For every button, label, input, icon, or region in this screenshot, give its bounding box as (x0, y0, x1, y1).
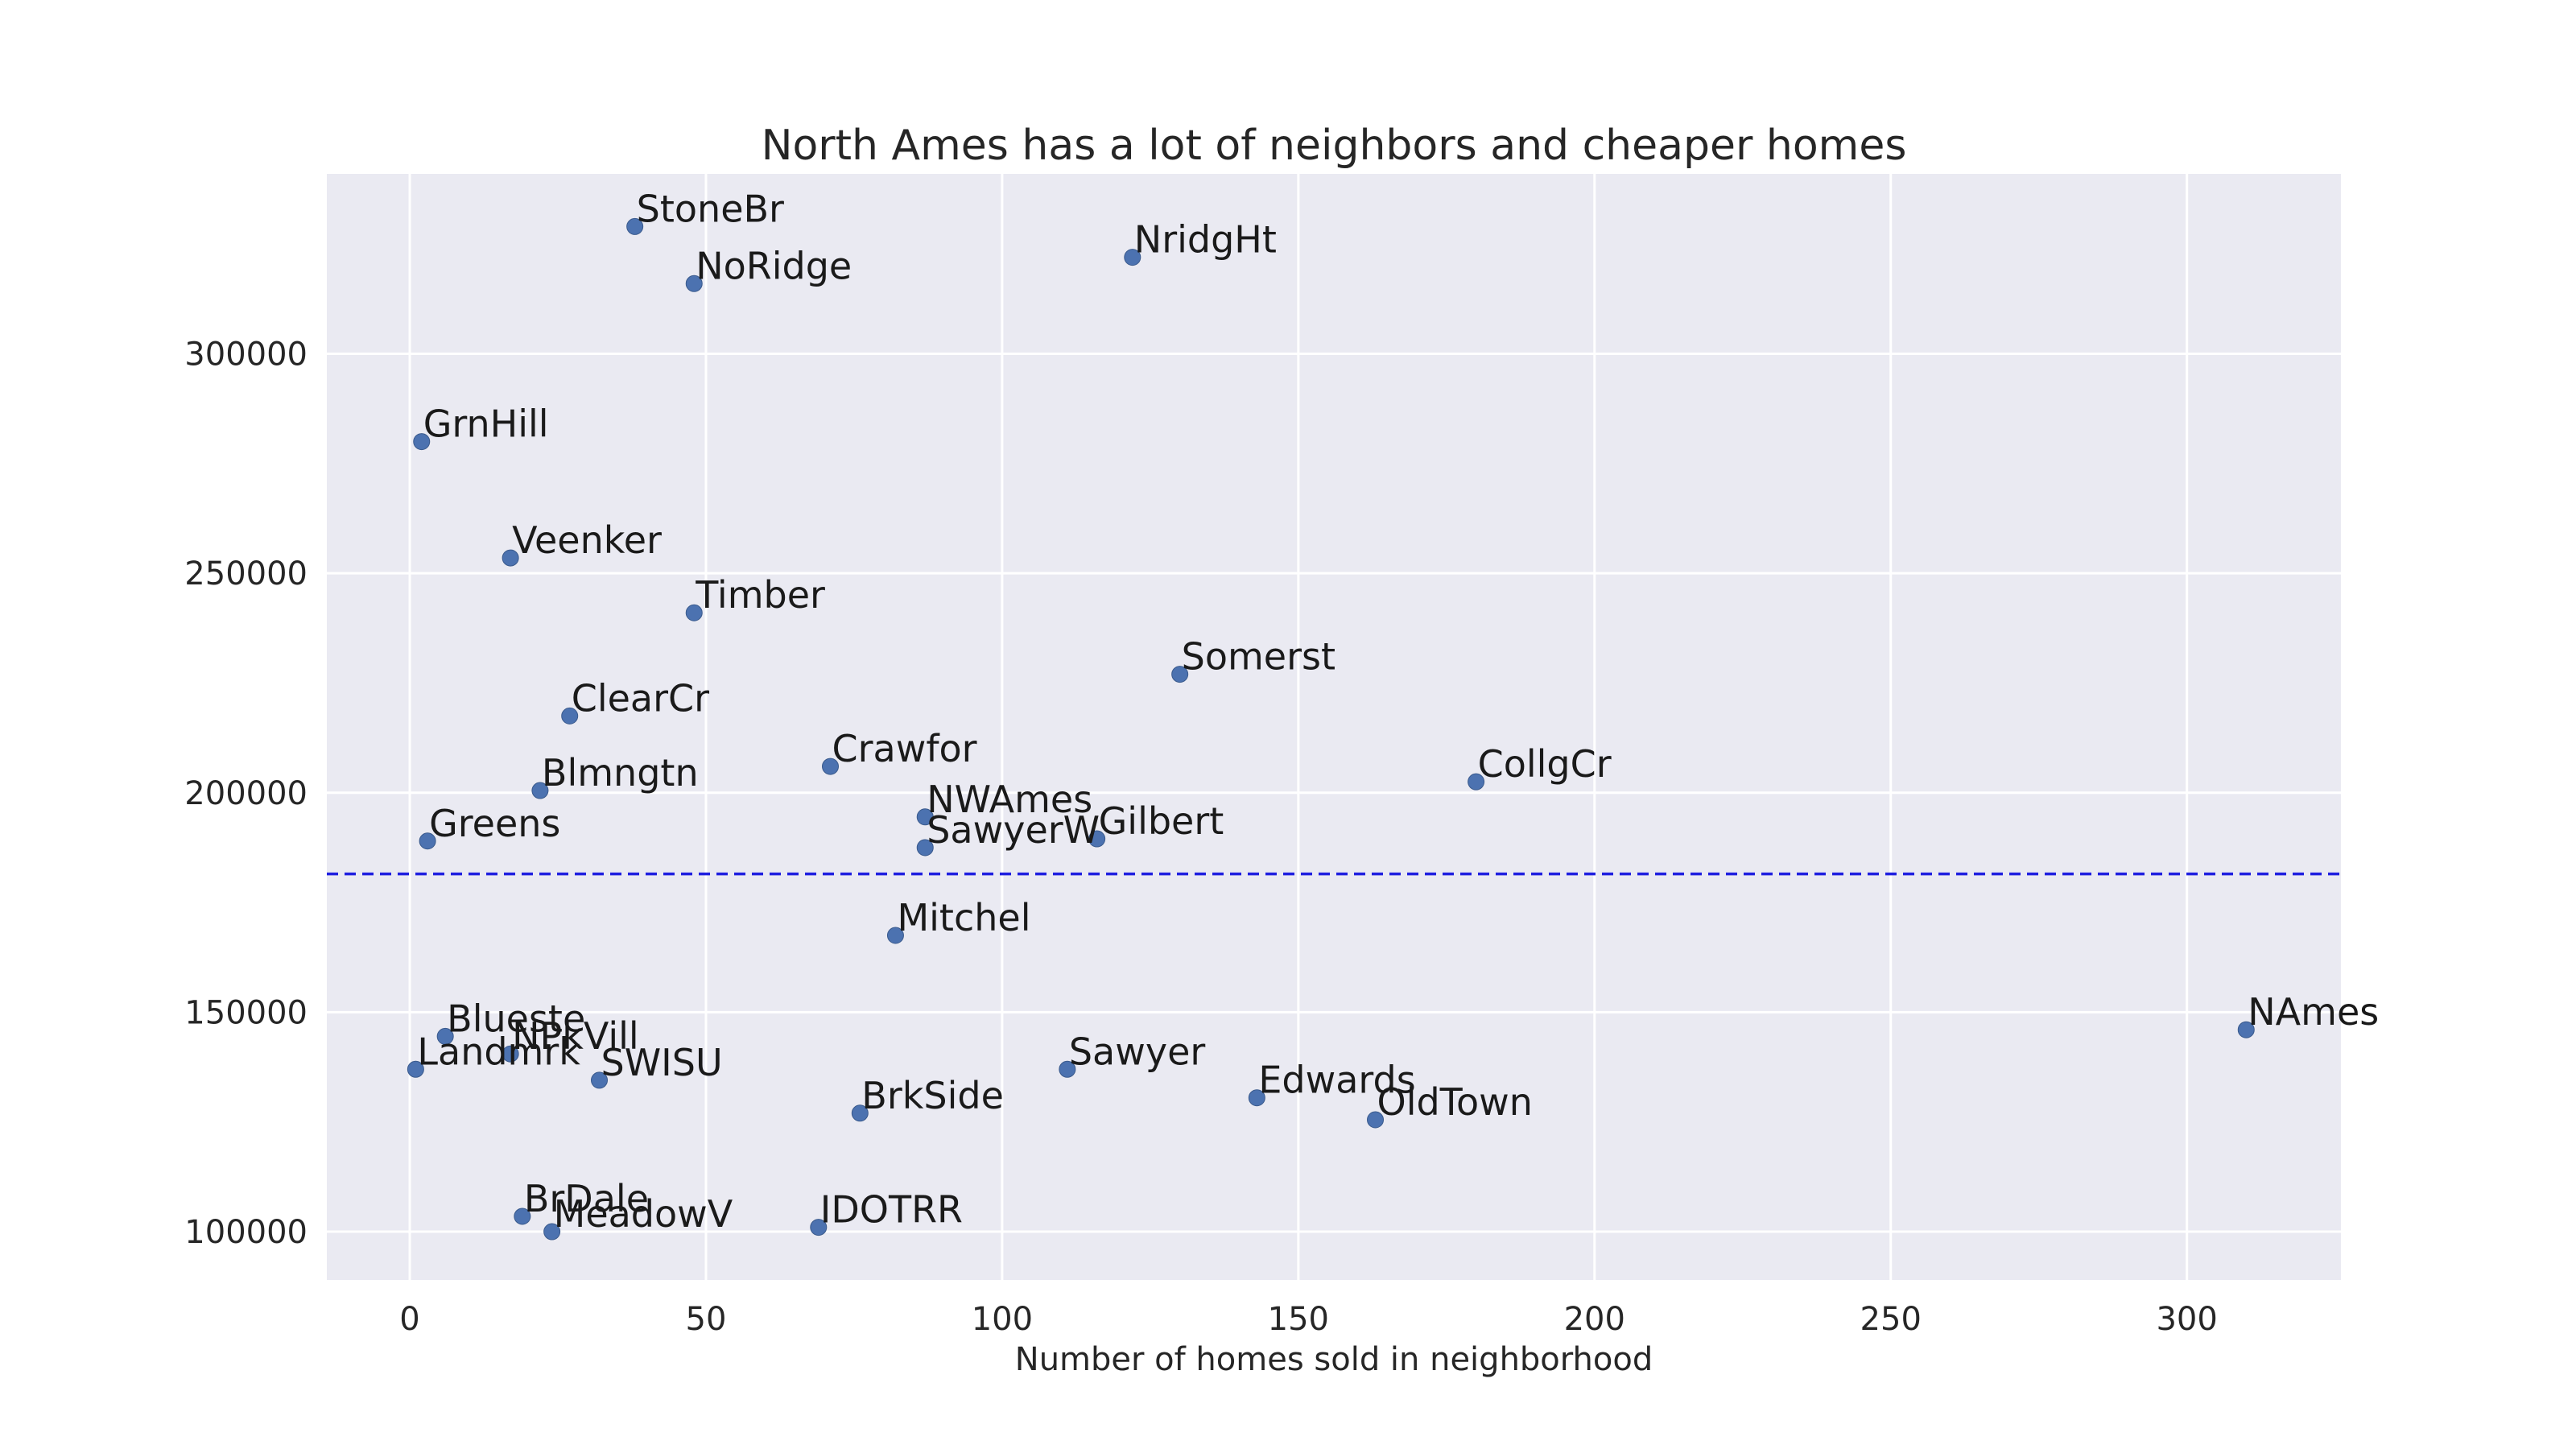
point-label-nridght: NridgHt (1134, 218, 1277, 262)
point-label-clearcr: ClearCr (572, 676, 709, 720)
y-tick-labels: 100000 150000 200000 250000 300000 (184, 336, 308, 1251)
point-label-grnhill: GrnHill (423, 402, 549, 446)
point-label-nwames: NWAmes (927, 778, 1092, 821)
data-point-names (2237, 1021, 2255, 1038)
data-point-stonebr (626, 217, 644, 235)
x-tick-labels: 0 50 100 150 200 250 300 (399, 1301, 2218, 1338)
data-point-blmngtn (531, 782, 549, 799)
point-label-somerst: Somerst (1182, 635, 1335, 679)
data-point-timber (685, 604, 703, 621)
point-label-meadowv: MeadowV (554, 1192, 733, 1236)
data-point-nridght (1124, 249, 1141, 266)
x-tick-label: 250 (1860, 1301, 1922, 1338)
x-tick-label: 300 (2156, 1301, 2217, 1338)
y-tick-label: 200000 (184, 775, 308, 812)
plot-area (327, 174, 2341, 1280)
point-label-crawfor: Crawfor (832, 727, 977, 770)
data-point-meadowv (543, 1223, 561, 1241)
data-point-noridge (685, 275, 703, 292)
x-tick-label: 100 (972, 1301, 1033, 1338)
x-tick-label: 200 (1564, 1301, 1625, 1338)
grid-lines (327, 174, 2341, 1280)
point-label-landmrk: Landmrk (417, 1030, 580, 1073)
point-label-timber: Timber (695, 573, 825, 617)
data-point-brdale (514, 1208, 531, 1225)
data-point-gilbert (1088, 830, 1106, 848)
data-point-npkvill (502, 1045, 519, 1063)
point-label-stonebr: StoneBr (637, 187, 784, 230)
point-label-brdale: BrDale (524, 1177, 649, 1220)
point-label-noridge: NoRidge (696, 244, 852, 287)
point-label-swisu: SWISU (601, 1041, 723, 1084)
data-point-brkside (851, 1104, 869, 1122)
point-label-greens: Greens (429, 802, 560, 845)
data-point-edwards (1248, 1089, 1265, 1107)
point-label-edwards: Edwards (1258, 1059, 1415, 1102)
point-label-brkside: BrkSide (861, 1074, 1004, 1117)
x-axis-label: Number of homes sold in neighborhood (1015, 1341, 1653, 1378)
data-point-sawyer (1059, 1060, 1076, 1078)
x-tick-label: 150 (1268, 1301, 1329, 1338)
point-label-oldtown: OldTown (1377, 1080, 1533, 1124)
point-label-veenker: Veenker (512, 518, 662, 562)
data-point-landmrk (407, 1060, 424, 1078)
data-point-idotrr (810, 1219, 828, 1236)
x-tick-label: 0 (399, 1301, 419, 1338)
data-point-crawfor (822, 758, 839, 775)
data-point-mitchel (886, 927, 904, 944)
data-point-collgcr (1468, 773, 1485, 791)
point-label-sawyerw: SawyerW (927, 808, 1100, 852)
data-points (407, 217, 2255, 1241)
data-point-greens (419, 832, 436, 850)
point-label-mitchel: Mitchel (897, 896, 1030, 939)
point-label-blmngtn: Blmngtn (542, 751, 699, 795)
point-label-idotrr: IDOTRR (820, 1188, 963, 1232)
x-tick-label: 50 (686, 1301, 727, 1338)
point-label-npkvill: NPkVill (512, 1014, 639, 1058)
chart-title: North Ames has a lot of neighbors and ch… (762, 122, 1907, 170)
point-labels: StoneBr NridgHt NoRidge GrnHill Veenker Timbe… (417, 187, 2379, 1236)
data-point-swisu (591, 1071, 609, 1089)
data-point-nwames (916, 808, 934, 826)
point-label-sawyer: Sawyer (1069, 1030, 1206, 1073)
point-label-names: NAmes (2248, 990, 2379, 1034)
y-tick-label: 250000 (184, 555, 308, 592)
y-tick-label: 100000 (184, 1214, 308, 1251)
point-label-collgcr: CollgCr (1478, 742, 1612, 786)
data-point-oldtown (1367, 1111, 1385, 1129)
data-point-sawyerw (916, 839, 934, 857)
data-point-grnhill (413, 433, 431, 451)
data-point-veenker (502, 549, 519, 567)
point-label-gilbert: Gilbert (1099, 799, 1224, 843)
y-tick-label: 150000 (184, 994, 308, 1031)
data-point-clearcr (561, 707, 579, 724)
data-point-blueste (436, 1027, 454, 1045)
point-label-blueste: Blueste (447, 997, 585, 1040)
y-tick-label: 300000 (184, 336, 308, 374)
data-point-somerst (1171, 666, 1189, 683)
